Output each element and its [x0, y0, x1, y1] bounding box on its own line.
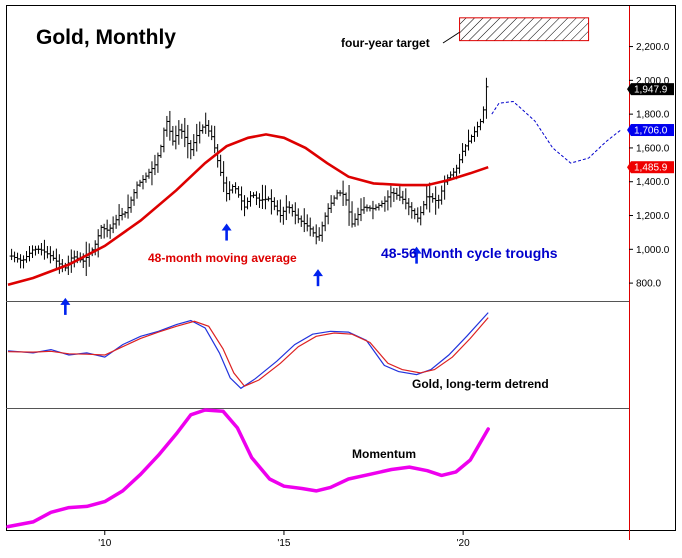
last-value-tag: 1,485.9: [627, 161, 674, 174]
four-year-target-label: four-year target: [341, 36, 430, 50]
trough-arrow-icon: [60, 297, 71, 315]
price-tick-label: 800.0: [636, 279, 661, 290]
price-tick-label: 1,000.0: [636, 245, 670, 256]
moving-average-label: 48-month moving average: [148, 251, 297, 265]
cycle-troughs-label: 48-56 Month cycle troughs: [381, 245, 558, 261]
last-value-label: 1,706.0: [634, 126, 668, 137]
momentum-line: [6, 408, 490, 529]
last-value-tags: 1,947.9 1,706.0 1,485.9: [627, 83, 674, 174]
detrend-label: Gold, long-term detrend: [412, 377, 549, 391]
last-value-tag: 1,706.0: [627, 124, 674, 137]
price-tick-label: 2,200.0: [636, 42, 670, 53]
last-value-tag: 1,947.9: [627, 83, 674, 96]
price-bar: [484, 77, 489, 119]
price-axis: 800.0 1,000.0 1,200.0 1,400.0 1,600.0 1,800.0…: [629, 42, 670, 290]
price-tick-label: 1,200.0: [636, 211, 670, 222]
target-pointer-line: [442, 31, 460, 44]
plot-frame: [6, 5, 676, 531]
moving-average-line: [7, 133, 489, 287]
last-value-label: 1,485.9: [634, 163, 668, 174]
price-tick-label: 1,600.0: [636, 143, 670, 154]
date-tick-label: '15: [277, 538, 290, 549]
trough-arrow-icon: [221, 223, 232, 241]
trough-arrow-icon: [313, 269, 323, 287]
price-bars: [9, 77, 489, 277]
target-box: [459, 17, 590, 42]
cycle-trough-arrows: [60, 223, 422, 315]
trough-arrow-icon: [411, 246, 422, 264]
date-axis: '10 '15 '20: [98, 530, 470, 549]
last-value-label: 1,947.9: [634, 85, 668, 96]
price-tick-label: 1,400.0: [636, 177, 670, 188]
price-tick-label: 2,000.0: [636, 76, 670, 87]
date-tick-label: '20: [457, 538, 470, 549]
detrend-red-line: [7, 317, 489, 387]
price-tick-label: 1,800.0: [636, 110, 670, 121]
momentum-label: Momentum: [352, 447, 416, 461]
detrend-blue-line: [7, 312, 489, 390]
chart-title: Gold, Monthly: [36, 26, 176, 49]
cycle-projection-line: [491, 100, 622, 164]
date-tick-label: '10: [98, 538, 111, 549]
